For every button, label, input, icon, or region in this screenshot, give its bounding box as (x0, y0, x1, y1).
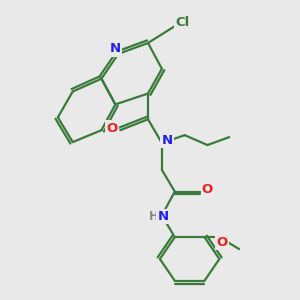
Text: Cl: Cl (176, 16, 190, 29)
Text: O: O (107, 122, 118, 135)
Text: N: N (161, 134, 172, 147)
Text: H: H (149, 210, 159, 223)
Text: O: O (202, 183, 213, 196)
Text: N: N (157, 210, 168, 223)
Text: N: N (110, 42, 121, 56)
Text: O: O (217, 236, 228, 249)
